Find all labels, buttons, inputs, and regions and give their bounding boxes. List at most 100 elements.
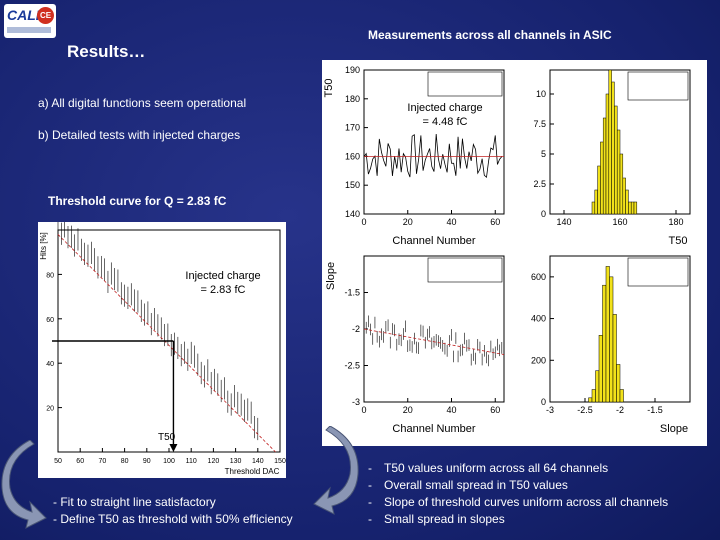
y-tick-label: -1.5 [344, 288, 360, 298]
histogram-bar [622, 177, 626, 215]
curved-arrow-right-icon [313, 426, 359, 515]
logo-emblem: CE [37, 7, 54, 24]
stats-box [627, 71, 689, 101]
curved-arrow-left-icon [1, 440, 47, 529]
histogram-bar [625, 189, 629, 215]
x-tick-label: 140 [556, 217, 571, 227]
histogram-bar [600, 141, 604, 215]
x-tick-label: 160 [612, 217, 627, 227]
histogram-bar [598, 335, 603, 403]
histogram-bar [591, 389, 596, 403]
threshold-curve-panel: 50 60 70 80 90 100 110 120 130 140 150 20 40 60 80 Hits… [38, 215, 286, 478]
logo-text: CALI [7, 7, 40, 23]
note-fit: - Fit to straight line satisfactory [53, 495, 216, 509]
summary-text: Overall small spread in T50 values [384, 478, 568, 492]
histogram-bar [633, 201, 638, 215]
summary-dash: - [368, 478, 372, 492]
histogram-bar [616, 364, 621, 403]
plot-frame [363, 69, 505, 215]
y-tick-label: -2.5 [344, 361, 360, 371]
headline: Measurements across all channels in ASIC [368, 28, 612, 42]
asic-plots-panel: 0 20 40 60 140 150 160 170 180 190 T50 Channel Numb… [322, 60, 707, 446]
injected-top-line1: Injected charge [407, 102, 483, 114]
injected-top-line2: = 4.48 fC [422, 116, 468, 128]
stats-box [627, 257, 689, 287]
y-tick-label: 140 [345, 209, 360, 219]
histogram-bar [588, 397, 593, 403]
injected-left-line1: Injected charge [185, 270, 261, 282]
y-axis-label: T50 [323, 79, 335, 98]
x-tick-label: 70 [99, 458, 107, 465]
y-tick-label: 2.5 [533, 179, 546, 189]
x-tick-label: 0 [361, 217, 366, 227]
x-tick-label: -1.5 [647, 405, 663, 415]
bullet-injected: b) Detailed tests with injected charges [38, 128, 241, 142]
histogram-bar [616, 129, 621, 215]
histogram-bar [609, 276, 614, 403]
logo-subline [7, 27, 51, 33]
histogram-bar [612, 314, 617, 403]
y-tick-label: 170 [345, 123, 360, 133]
x-tick-label: 150 [274, 458, 286, 465]
x-tick-label: -2.5 [577, 405, 593, 415]
y-axis-label: Hits [%] [39, 232, 48, 260]
histogram-bar [619, 153, 624, 215]
calice-logo: CALI CE [4, 4, 56, 38]
x-tick-label: 50 [54, 458, 62, 465]
summary-dash: - [368, 495, 372, 509]
x-tick-label: 180 [668, 217, 683, 227]
x-axis-label: Threshold DAC [225, 467, 280, 476]
y-tick-label: 20 [46, 406, 54, 413]
histogram-bar [628, 201, 632, 215]
x-tick-label: 60 [490, 217, 500, 227]
y-tick-label: 150 [345, 180, 360, 190]
x-axis-label: Slope [660, 423, 688, 435]
t50-arrowhead-icon [169, 444, 178, 452]
histogram-bar [602, 117, 607, 215]
slope-fit-line [363, 328, 505, 355]
histogram-bar [608, 69, 612, 215]
x-tick-label: 60 [76, 458, 84, 465]
x-tick-label: -2 [616, 405, 624, 415]
x-tick-label: 140 [252, 458, 264, 465]
bullet-digital: a) All digital functions seem operationa… [38, 96, 247, 110]
injected-charge-left: Injected charge = 2.83 fC [180, 269, 266, 297]
x-tick-label: 0 [361, 405, 366, 415]
histogram-bar [619, 389, 624, 403]
x-axis-label: T50 [669, 235, 688, 247]
x-tick-label: -3 [546, 405, 554, 415]
y-tick-label: 60 [46, 317, 54, 324]
x-tick-label: 40 [446, 217, 456, 227]
x-tick-label: 40 [446, 405, 456, 415]
summary-text: T50 values uniform across all 64 channel… [384, 461, 609, 475]
y-tick-label: 190 [345, 65, 360, 75]
t50-marker-label: T50 [158, 432, 176, 443]
x-tick-label: 20 [403, 217, 413, 227]
summary-item: - T50 values uniform across all 64 channe… [368, 460, 668, 477]
x-tick-label: 90 [143, 458, 151, 465]
y-tick-label: -2 [352, 324, 360, 334]
x-axis-label: Channel Number [392, 423, 475, 435]
y-tick-label: 80 [46, 272, 54, 279]
summary-item: - Overall small spread in T50 values [368, 477, 668, 494]
y-axis-label: Slope [325, 262, 337, 290]
y-tick-label: 160 [345, 151, 360, 161]
x-tick-label: 110 [186, 458, 197, 465]
fit-notes: - Fit to straight line satisfactory - De… [53, 494, 293, 528]
x-tick-label: 20 [403, 405, 413, 415]
threshold-curve-svg: 50 60 70 80 90 100 110 120 130 140 150 20 40 60 80 Hits… [39, 215, 286, 476]
y-tick-label: 600 [531, 272, 546, 282]
y-tick-label: 180 [345, 94, 360, 104]
x-tick-label: 100 [163, 458, 175, 465]
injected-charge-top: Injected charge = 4.48 fC [402, 101, 488, 129]
x-axis-label: Channel Number [392, 235, 475, 247]
y-tick-label: 200 [531, 355, 546, 365]
histogram-bar [591, 201, 596, 215]
t50-series-line [363, 133, 503, 179]
summary-item: - Slope of threshold curves uniform acros… [368, 494, 668, 511]
y-tick-label: 5 [541, 149, 546, 159]
histogram-bar [597, 165, 601, 215]
stats-box [427, 71, 503, 97]
histogram-bar [602, 284, 607, 403]
asic-plots-svg: 0 20 40 60 140 150 160 170 180 190 T50 Channel Numb… [323, 65, 691, 435]
